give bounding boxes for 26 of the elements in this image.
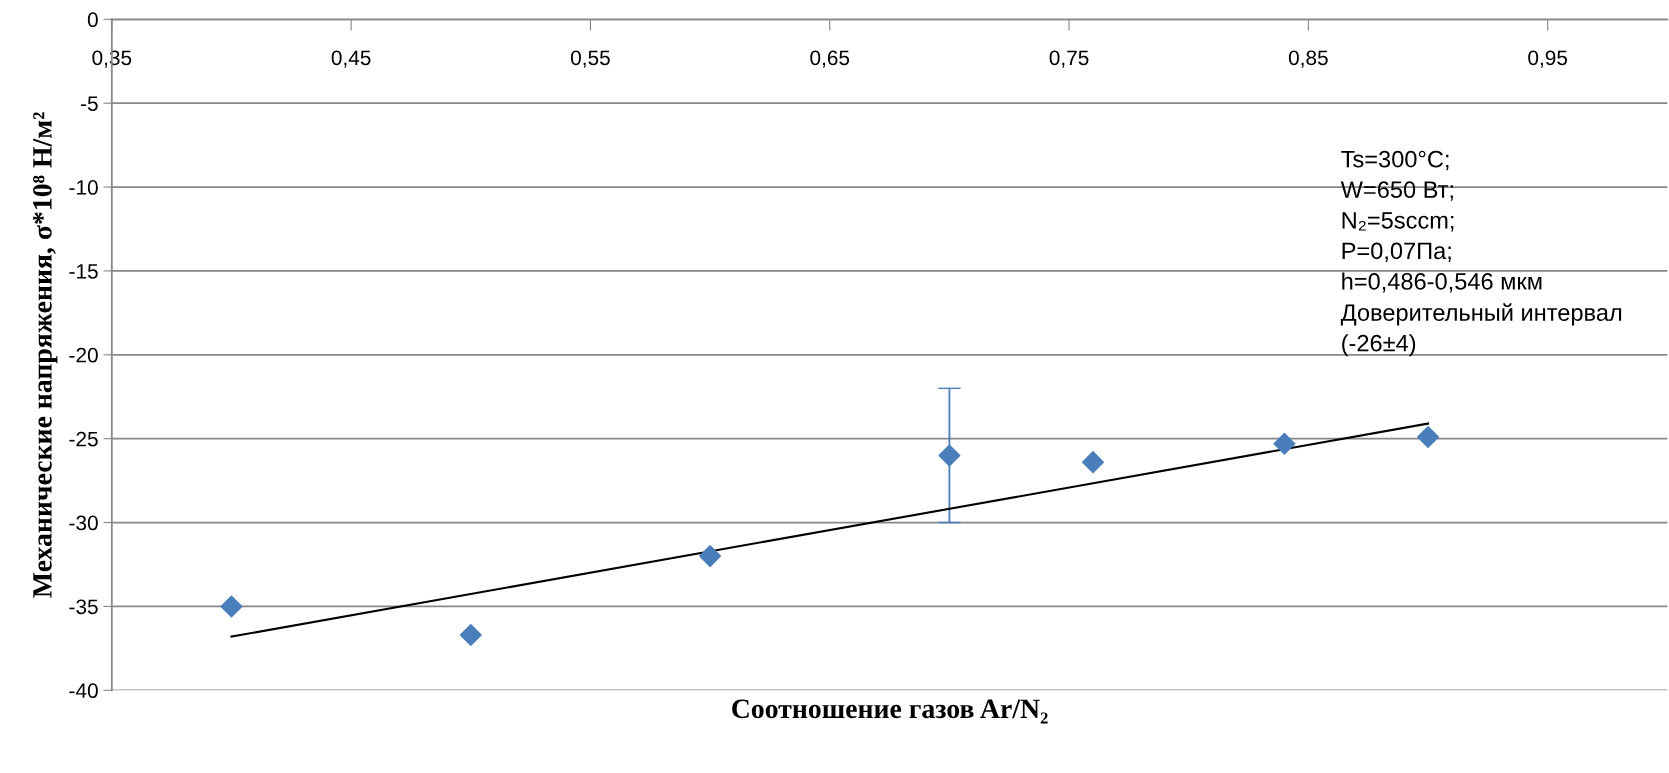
x-tick-label: 0,45 bbox=[331, 50, 371, 68]
y-tick-label: -30 bbox=[69, 515, 98, 531]
y-tick-label: -20 bbox=[69, 347, 98, 363]
point bbox=[459, 623, 482, 646]
y-tick-label: -40 bbox=[69, 683, 98, 699]
x-tick-label: 0,65 bbox=[810, 50, 850, 68]
point bbox=[1417, 426, 1440, 448]
y-tick-label: -35 bbox=[69, 599, 98, 615]
x-axis-title: Соотношение газов Ar/N₂ bbox=[732, 699, 1048, 724]
x-tick-label: 0,75 bbox=[1049, 50, 1089, 68]
annotation: Ts=300°C; W=650 Вт; N₂=5sccm; P=0,07Па; h=0,486-0,546 мкм Доверительный интервал (-26±4) bbox=[1340, 150, 1622, 357]
point bbox=[220, 595, 243, 618]
y-axis-title: Механические напряжения, σ*10⁸ Н/м² bbox=[33, 112, 58, 598]
point bbox=[1273, 432, 1296, 455]
point bbox=[1081, 451, 1104, 474]
point bbox=[938, 444, 961, 467]
x-tick-label: 0,85 bbox=[1288, 50, 1328, 68]
y-tick-label: -10 bbox=[69, 180, 98, 195]
y-tick-label: -15 bbox=[69, 264, 98, 279]
x-tick-label: 0,95 bbox=[1528, 50, 1568, 68]
x-tick-label: 0,35 bbox=[92, 50, 132, 68]
y-tick-label: -25 bbox=[69, 431, 98, 447]
y-tick-label: 0 bbox=[87, 12, 98, 28]
y-tick-label: -5 bbox=[81, 96, 98, 111]
x-tick-label: 0,55 bbox=[570, 50, 610, 68]
point bbox=[699, 545, 722, 568]
